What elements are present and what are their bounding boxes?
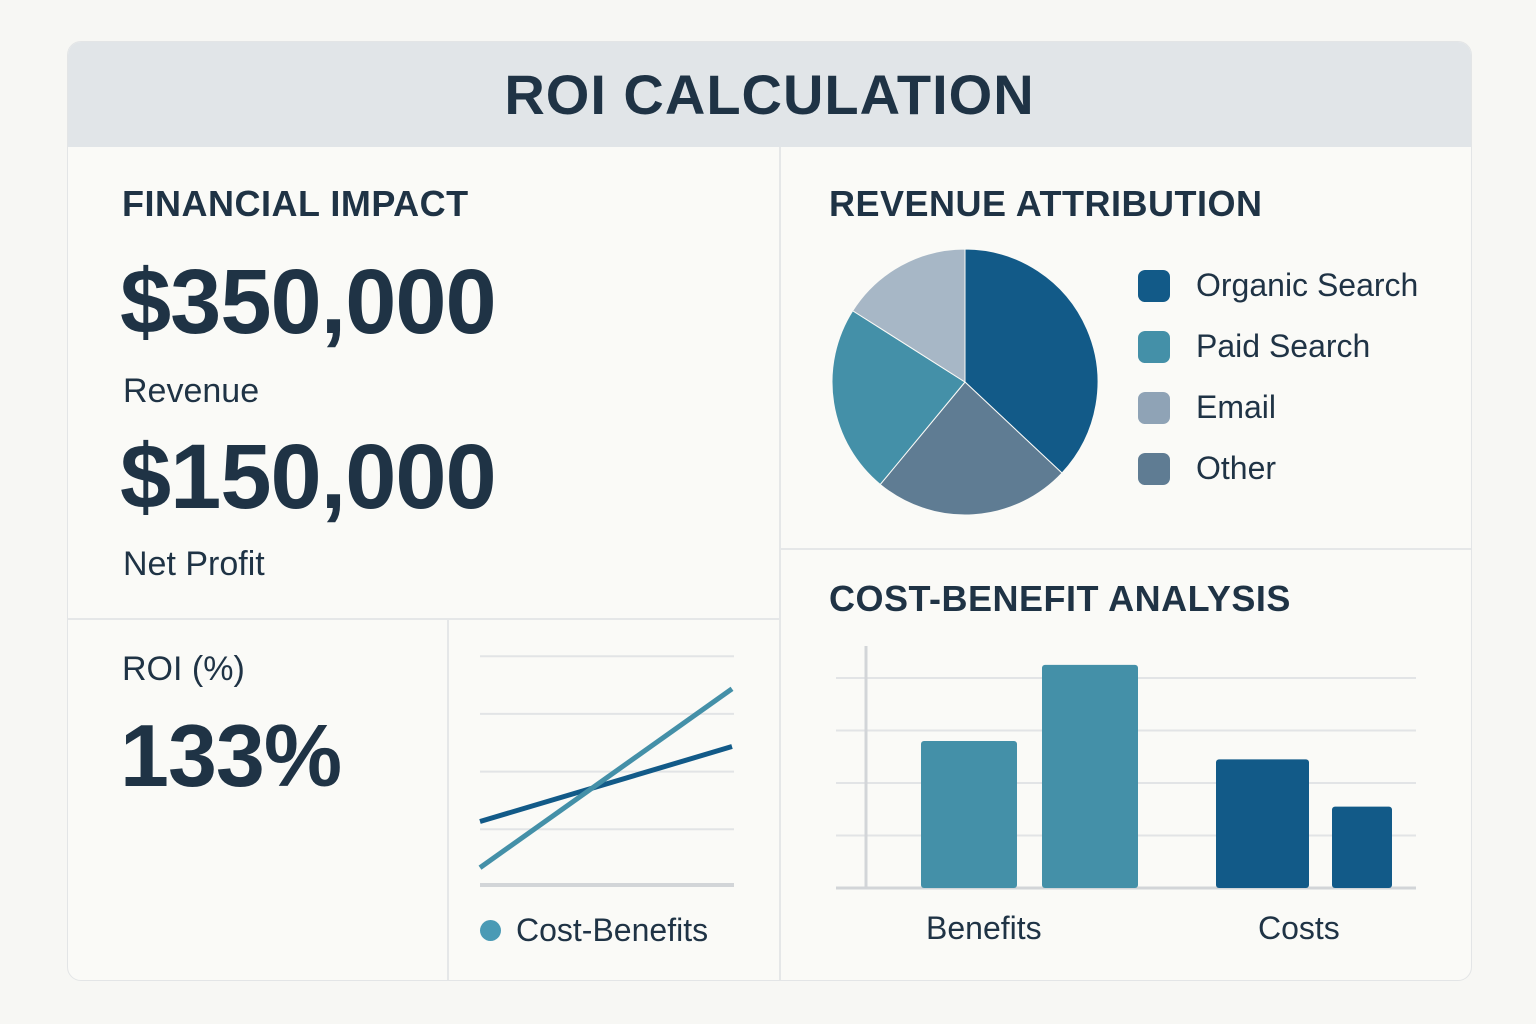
cost-benefit-heading: COST-BENEFIT ANALYSIS bbox=[829, 578, 1291, 619]
legend-swatch bbox=[1138, 269, 1170, 302]
pie-legend: Organic Search Paid Search Email Other bbox=[1138, 255, 1418, 499]
legend-swatch bbox=[1138, 391, 1170, 424]
page-title: ROI CALCULATION bbox=[504, 63, 1035, 126]
financial-impact-heading: FINANCIAL IMPACT bbox=[122, 183, 469, 224]
bar-benefits-2 bbox=[1042, 664, 1138, 888]
bar-category-label: Costs bbox=[1258, 910, 1340, 946]
legend-swatch bbox=[1138, 330, 1170, 363]
roi-heading: ROI (%) bbox=[122, 650, 245, 688]
pie-slice-email bbox=[852, 248, 966, 383]
pie-slice-organic-search bbox=[964, 248, 1099, 474]
revenue-value: $350,000 bbox=[120, 251, 497, 353]
bar-benefits-1 bbox=[921, 741, 1017, 888]
net-profit-label: Net Profit bbox=[123, 545, 265, 583]
revenue-attribution-heading: REVENUE ATTRIBUTION bbox=[829, 183, 1263, 224]
line-legend: Cost-Benefits bbox=[480, 912, 708, 949]
legend-item-organic-search: Organic Search bbox=[1138, 255, 1418, 316]
legend-item-email: Email bbox=[1138, 377, 1418, 438]
net-profit-value: $150,000 bbox=[120, 426, 497, 528]
legend-swatch bbox=[1138, 452, 1170, 485]
header-bar: ROI CALCULATION bbox=[68, 42, 1471, 147]
divider bbox=[447, 619, 449, 980]
bar-costs-1 bbox=[1216, 759, 1309, 888]
line-series-1 bbox=[479, 744, 733, 824]
divider bbox=[780, 548, 1471, 550]
line-legend-label: Cost-Benefits bbox=[516, 912, 709, 948]
pie-slice-other bbox=[879, 381, 1063, 516]
divider bbox=[779, 147, 781, 980]
roi-dashboard-card: ROI CALCULATION bbox=[67, 41, 1472, 981]
legend-item-paid-search: Paid Search bbox=[1138, 316, 1418, 377]
pie-slice-paid-search bbox=[831, 310, 966, 486]
roi-value: 133% bbox=[120, 706, 342, 805]
legend-item-other: Other bbox=[1138, 438, 1418, 499]
divider bbox=[68, 618, 780, 620]
legend-dot-icon bbox=[480, 920, 501, 941]
bar-costs-2 bbox=[1332, 806, 1392, 888]
revenue-label: Revenue bbox=[123, 372, 260, 410]
line-series-2 bbox=[478, 686, 734, 870]
bar-category-label: Benefits bbox=[926, 910, 1042, 946]
